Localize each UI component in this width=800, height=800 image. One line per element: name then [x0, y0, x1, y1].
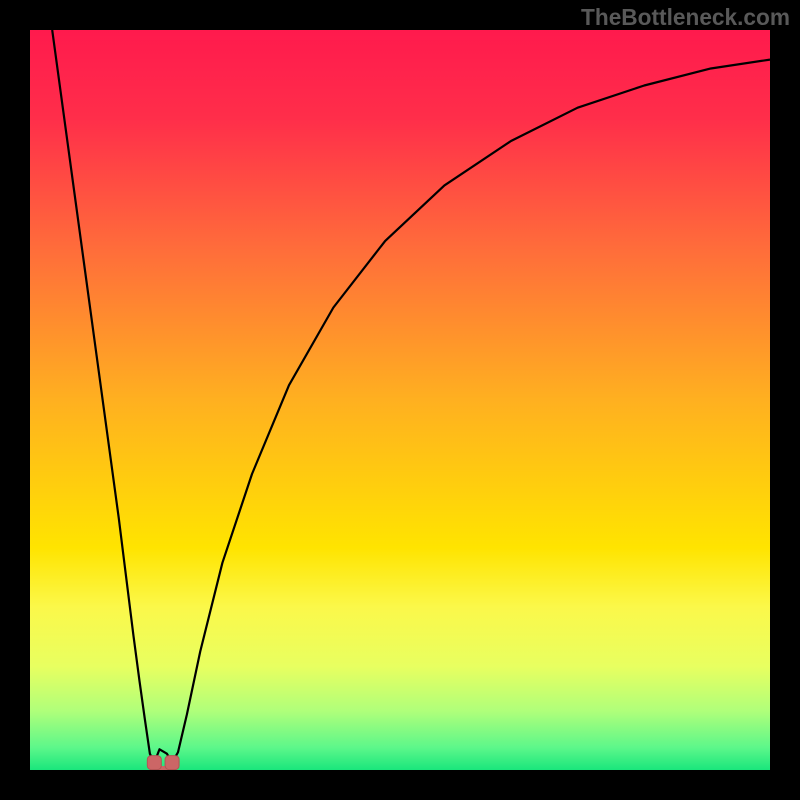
- plot-area: [30, 30, 770, 770]
- dip-marker: [147, 756, 161, 770]
- bottleneck-curve: [52, 30, 770, 763]
- chart-frame: TheBottleneck.com: [0, 0, 800, 800]
- watermark-text: TheBottleneck.com: [581, 4, 790, 31]
- dip-marker: [165, 756, 179, 770]
- curve-layer: [30, 30, 770, 770]
